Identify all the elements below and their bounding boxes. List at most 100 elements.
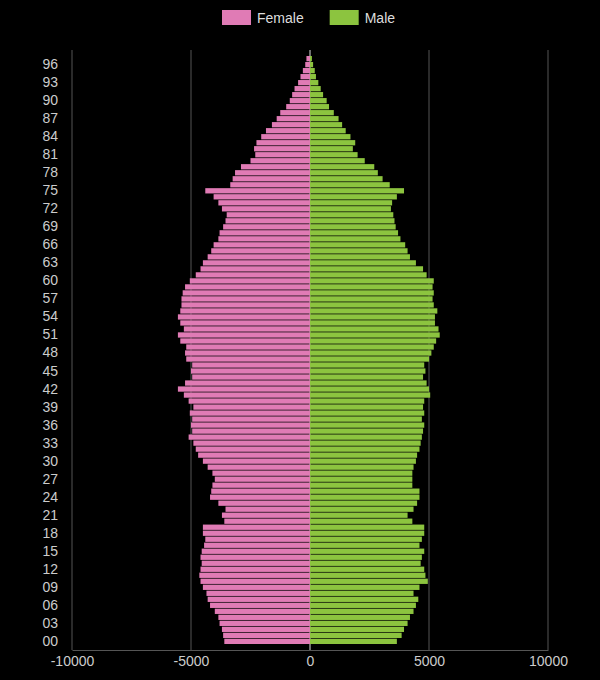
axis-line bbox=[64, 57, 65, 645]
bar bbox=[310, 597, 418, 602]
bar bbox=[303, 68, 310, 73]
tick-label: 87 bbox=[42, 110, 58, 126]
bar bbox=[295, 86, 310, 91]
bar bbox=[310, 266, 423, 271]
tick-label: 54 bbox=[42, 308, 58, 324]
bar bbox=[310, 392, 430, 397]
tick-label: 93 bbox=[42, 74, 58, 90]
bar bbox=[310, 549, 424, 554]
bar bbox=[310, 380, 427, 385]
tick-label: 39 bbox=[42, 399, 58, 415]
bar bbox=[226, 507, 310, 512]
bar bbox=[192, 416, 310, 421]
bar bbox=[181, 302, 310, 307]
bar bbox=[310, 158, 365, 163]
bar bbox=[310, 194, 397, 199]
grid bbox=[72, 50, 548, 650]
tick: 0 bbox=[307, 650, 315, 669]
bar bbox=[310, 254, 410, 259]
bar bbox=[310, 362, 424, 367]
bar bbox=[203, 458, 310, 463]
tick: 93 bbox=[42, 74, 64, 90]
bar bbox=[310, 272, 427, 277]
bar bbox=[310, 182, 390, 187]
bar bbox=[310, 615, 410, 620]
bar bbox=[180, 338, 310, 343]
tick: 00 bbox=[42, 633, 64, 649]
bar bbox=[201, 567, 310, 572]
tick-label: 0 bbox=[307, 653, 315, 669]
bar bbox=[192, 428, 310, 433]
bar bbox=[241, 164, 310, 169]
bar bbox=[292, 92, 310, 97]
tick-label: 96 bbox=[42, 56, 58, 72]
bar bbox=[310, 170, 378, 175]
bar bbox=[189, 434, 310, 439]
bar bbox=[310, 128, 346, 133]
bar bbox=[272, 122, 310, 127]
tick-label: 69 bbox=[42, 218, 58, 234]
bar bbox=[224, 639, 310, 644]
tick-label: 18 bbox=[42, 525, 58, 541]
tick: 24 bbox=[42, 489, 64, 505]
tick-label: -5000 bbox=[174, 653, 210, 669]
tick: 96 bbox=[42, 56, 64, 72]
tick: 15 bbox=[42, 543, 64, 559]
bar bbox=[310, 458, 416, 463]
bar bbox=[310, 531, 424, 536]
bar bbox=[310, 639, 397, 644]
tick: 12 bbox=[42, 561, 64, 577]
bar bbox=[306, 56, 310, 61]
bar bbox=[310, 603, 416, 608]
bar bbox=[310, 314, 435, 319]
tick: 09 bbox=[42, 579, 64, 595]
bar bbox=[277, 116, 310, 121]
bar bbox=[310, 56, 312, 61]
bar bbox=[178, 332, 310, 337]
bar bbox=[310, 434, 422, 439]
bar bbox=[310, 236, 400, 241]
bar bbox=[203, 525, 310, 530]
bar bbox=[223, 633, 310, 638]
bar bbox=[310, 633, 402, 638]
tick: 30 bbox=[42, 453, 64, 469]
bar bbox=[310, 507, 414, 512]
bar bbox=[205, 537, 310, 542]
tick-label: 45 bbox=[42, 363, 58, 379]
bar bbox=[290, 98, 310, 103]
bar bbox=[310, 248, 408, 253]
bar bbox=[266, 128, 310, 133]
bar bbox=[215, 609, 310, 614]
bar bbox=[218, 200, 310, 205]
tick: 03 bbox=[42, 615, 64, 631]
bar bbox=[185, 380, 310, 385]
bar bbox=[310, 344, 434, 349]
bar bbox=[233, 176, 310, 181]
legend-label: Female bbox=[257, 10, 304, 26]
grid-line bbox=[191, 50, 192, 650]
grid-line bbox=[310, 50, 311, 650]
tick: 75 bbox=[42, 182, 64, 198]
tick-label: 33 bbox=[42, 435, 58, 451]
bar bbox=[310, 471, 412, 476]
legend: FemaleMale bbox=[222, 10, 395, 26]
bar bbox=[310, 320, 435, 325]
bar bbox=[212, 471, 310, 476]
bar bbox=[310, 116, 339, 121]
tick: 87 bbox=[42, 110, 64, 126]
bar bbox=[310, 579, 428, 584]
tick-label: 66 bbox=[42, 236, 58, 252]
bar bbox=[226, 218, 310, 223]
tick-label: 36 bbox=[42, 417, 58, 433]
bar bbox=[214, 194, 310, 199]
tick: 18 bbox=[42, 525, 64, 541]
bar bbox=[310, 356, 429, 361]
tick-label: 42 bbox=[42, 381, 58, 397]
bar bbox=[280, 110, 310, 115]
tick-label: 15 bbox=[42, 543, 58, 559]
bar bbox=[222, 206, 310, 211]
bar bbox=[298, 80, 310, 85]
tick-label: 03 bbox=[42, 615, 58, 631]
tick-label: 72 bbox=[42, 200, 58, 216]
bar bbox=[310, 140, 355, 145]
